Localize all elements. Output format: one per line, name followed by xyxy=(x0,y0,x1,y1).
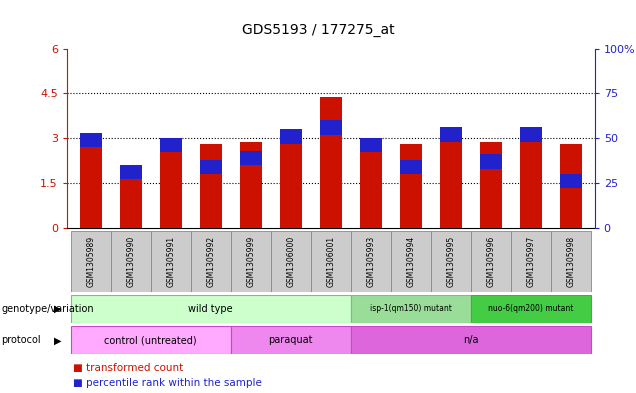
Text: GSM1305999: GSM1305999 xyxy=(246,235,255,287)
Bar xyxy=(471,295,591,323)
Bar xyxy=(520,127,542,142)
Bar xyxy=(431,231,471,292)
Text: control (untreated): control (untreated) xyxy=(104,335,197,345)
Bar xyxy=(80,139,102,228)
Bar xyxy=(439,137,462,228)
Bar xyxy=(120,165,142,179)
Text: genotype/variation: genotype/variation xyxy=(1,304,94,314)
Bar xyxy=(71,231,111,292)
Text: GSM1305998: GSM1305998 xyxy=(566,235,575,286)
Bar xyxy=(271,231,311,292)
Bar xyxy=(280,138,301,228)
Bar xyxy=(520,136,542,228)
Bar xyxy=(200,160,222,174)
Text: isp-1(qm150) mutant: isp-1(qm150) mutant xyxy=(370,305,452,313)
Bar xyxy=(320,120,342,134)
Bar xyxy=(120,174,142,228)
Bar xyxy=(320,97,342,228)
Bar xyxy=(399,160,422,174)
Text: GSM1305996: GSM1305996 xyxy=(486,235,495,287)
Bar xyxy=(80,133,102,147)
Bar xyxy=(399,143,422,228)
Text: ■ transformed count: ■ transformed count xyxy=(73,363,183,373)
Bar xyxy=(160,142,182,228)
Bar xyxy=(560,143,582,228)
Bar xyxy=(231,326,350,354)
Bar xyxy=(511,231,551,292)
Bar xyxy=(311,231,350,292)
Text: GSM1305992: GSM1305992 xyxy=(206,235,215,286)
Text: ▶: ▶ xyxy=(54,304,62,314)
Text: paraquat: paraquat xyxy=(268,335,313,345)
Bar xyxy=(350,231,391,292)
Text: ▶: ▶ xyxy=(54,335,62,345)
Bar xyxy=(480,142,502,228)
Bar xyxy=(71,295,350,323)
Bar xyxy=(551,231,591,292)
Text: protocol: protocol xyxy=(1,335,41,345)
Text: ■ percentile rank within the sample: ■ percentile rank within the sample xyxy=(73,378,262,387)
Bar xyxy=(280,129,301,143)
Bar xyxy=(391,231,431,292)
Bar xyxy=(360,139,382,228)
Text: GSM1305990: GSM1305990 xyxy=(127,235,135,287)
Text: GSM1306001: GSM1306001 xyxy=(326,235,335,286)
Text: n/a: n/a xyxy=(463,335,478,345)
Bar xyxy=(350,326,591,354)
Bar xyxy=(191,231,231,292)
Text: GSM1305994: GSM1305994 xyxy=(406,235,415,287)
Text: GDS5193 / 177275_at: GDS5193 / 177275_at xyxy=(242,23,394,37)
Text: GSM1305997: GSM1305997 xyxy=(526,235,535,287)
Bar xyxy=(231,231,271,292)
Text: GSM1305995: GSM1305995 xyxy=(446,235,455,287)
Text: GSM1305993: GSM1305993 xyxy=(366,235,375,287)
Bar xyxy=(439,127,462,142)
Text: nuo-6(qm200) mutant: nuo-6(qm200) mutant xyxy=(488,305,574,313)
Bar xyxy=(350,295,471,323)
Bar xyxy=(480,154,502,169)
Bar xyxy=(471,231,511,292)
Text: GSM1305989: GSM1305989 xyxy=(86,235,95,286)
Bar xyxy=(360,138,382,152)
Bar xyxy=(560,174,582,188)
Bar xyxy=(240,142,262,228)
Text: GSM1306000: GSM1306000 xyxy=(286,235,295,287)
Text: wild type: wild type xyxy=(188,304,233,314)
Bar xyxy=(240,151,262,165)
Bar xyxy=(200,143,222,228)
Bar xyxy=(151,231,191,292)
Text: GSM1305991: GSM1305991 xyxy=(166,235,176,286)
Bar xyxy=(160,138,182,152)
Bar xyxy=(71,326,231,354)
Bar xyxy=(111,231,151,292)
